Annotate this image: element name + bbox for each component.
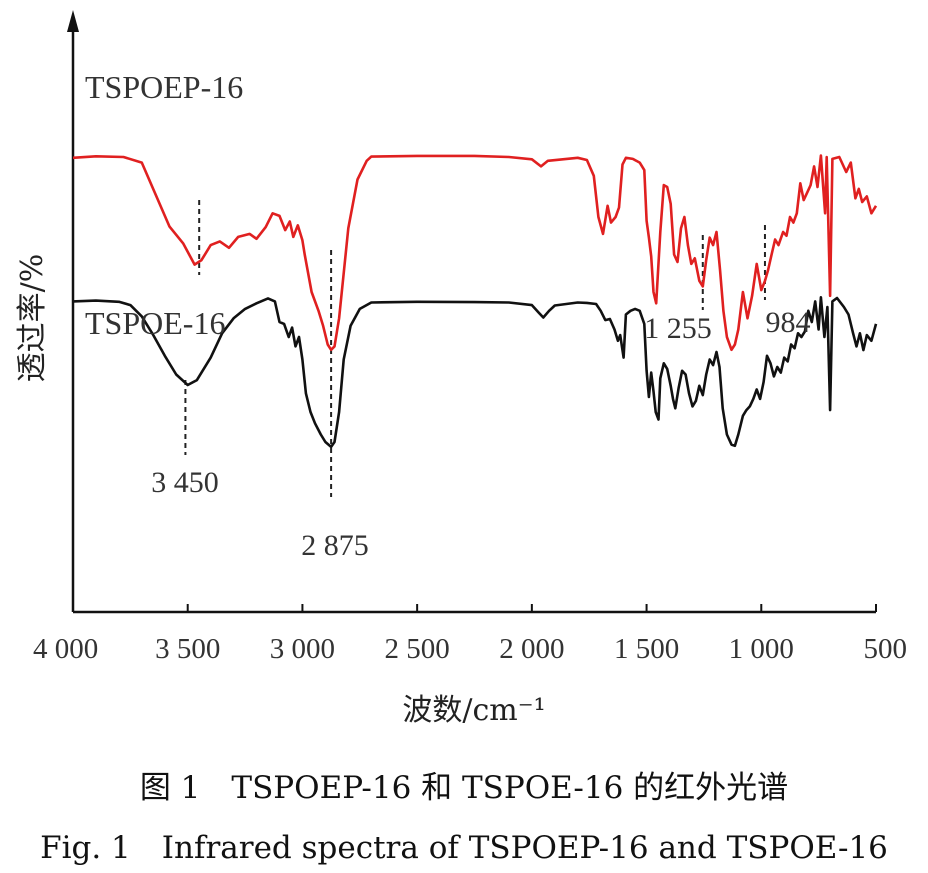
series-line-tspoep-16 [72,154,878,352]
series-line-tspoe-16 [72,296,878,449]
x-tick-label: 2 000 [499,633,564,665]
series-lines [72,154,878,449]
x-tick-label: 3 000 [270,633,335,665]
series-label-tspoep-16: TSPOEP-16 [85,69,243,105]
x-tick-label: 2 500 [385,633,450,665]
peak-label: 984 [766,306,811,339]
x-tick-label: 1 500 [614,633,679,665]
x-tick-label: 3 500 [155,633,220,665]
ir-spectrum-chart: 4 000 3 500 3 000 2 500 2 000 1 500 1 000 500 波… [15,10,907,728]
chart-labels: 波数/cm⁻¹ 透过率/% 3 450 2 875 1 255 984 TSPOEP-16 T… [15,69,811,728]
y-axis-title: 透过率/% [15,254,50,383]
peak-label: 2 875 [301,529,369,562]
series-label-tspoe-16: TSPOE-16 [85,305,225,341]
x-tick-label: 500 [864,633,908,665]
peak-label: 1 255 [644,312,712,345]
x-tick-label: 4 000 [33,633,98,665]
peak-markers [184,200,766,497]
peak-label: 3 450 [151,466,219,499]
y-axis-arrow [67,10,79,32]
figure-caption-chinese: 图 1 TSPOEP-16 和 TSPOE-16 的红外光谱 [139,770,789,806]
axes: 4 000 3 500 3 000 2 500 2 000 1 500 1 000 500 [33,10,907,665]
x-axis-title: 波数/cm⁻¹ [402,693,545,728]
x-tick-label: 1 000 [729,633,794,665]
figure-caption-english: Fig. 1 Infrared spectra of TSPOEP-16 and… [40,830,888,866]
